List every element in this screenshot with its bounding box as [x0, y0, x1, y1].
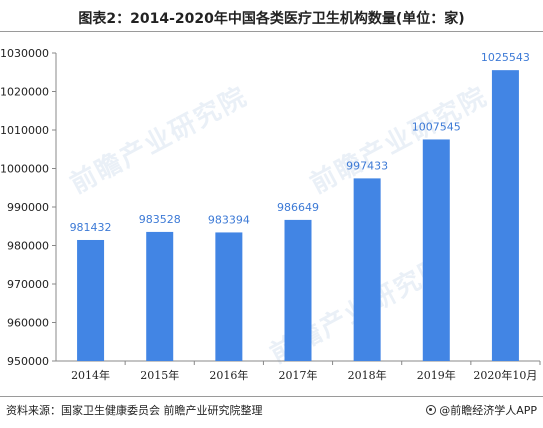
bar: [77, 239, 105, 361]
bar: [146, 231, 174, 361]
title-divider: [0, 31, 543, 32]
x-tick-label: 2019年: [417, 368, 456, 382]
bar: [284, 219, 312, 361]
bar-value-label: 1025543: [481, 51, 530, 64]
x-tick-label: 2014年: [71, 368, 110, 382]
bar: [215, 232, 243, 361]
x-tick-label: 2016年: [209, 368, 248, 382]
x-tick-label: 2015年: [140, 368, 179, 382]
bar-value-label: 986649: [277, 201, 319, 214]
y-tick-label: 960000: [7, 317, 49, 330]
y-tick-label: 970000: [7, 278, 49, 291]
y-tick-label: 1030000: [0, 47, 49, 60]
y-tick-label: 1000000: [0, 163, 49, 176]
y-tick-label: 950000: [7, 355, 49, 368]
bar: [491, 70, 519, 361]
bar: [422, 139, 450, 361]
y-tick-label: 990000: [7, 201, 49, 214]
y-tick-label: 1010000: [0, 124, 49, 137]
bar: [353, 178, 381, 361]
chart-title: 图表2：2014-2020年中国各类医疗卫生机构数量(单位：家): [78, 11, 465, 27]
y-tick-label: 980000: [7, 240, 49, 253]
bar-chart: 950000 960000 970000 980000 990000 1000000 101…: [0, 47, 541, 382]
brand-logo-icon: [426, 405, 437, 415]
bar-value-label: 997433: [346, 159, 388, 172]
bar-value-label: 981432: [70, 221, 112, 234]
bar-value-label: 983394: [208, 213, 250, 226]
brand-credit: @前瞻经济学人APP: [426, 402, 537, 418]
y-tick-label: 1020000: [0, 86, 49, 99]
bar-value-label: 1007545: [412, 120, 461, 133]
x-tick-label: 2018年: [348, 368, 387, 382]
x-tick-label: 2020年10月: [473, 368, 537, 382]
x-tick-label: 2017年: [279, 368, 318, 382]
brand-text: @前瞻经济学人APP: [439, 404, 537, 417]
footer-divider: [0, 396, 543, 397]
bar-value-label: 983528: [139, 213, 181, 226]
source-note: 资料来源：国家卫生健康委员会 前瞻产业研究院整理: [6, 404, 263, 417]
